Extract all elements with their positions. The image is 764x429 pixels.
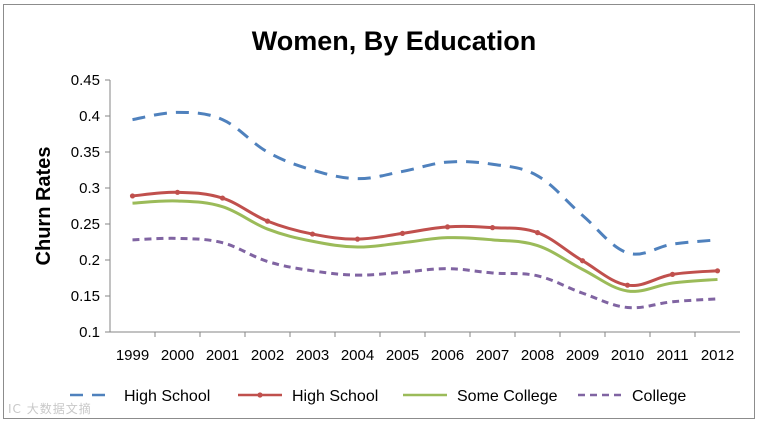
data-point — [534, 230, 541, 236]
data-point — [579, 258, 586, 264]
legend-marker — [257, 392, 263, 398]
x-tick-label: 2006 — [431, 347, 464, 364]
data-point — [174, 189, 181, 195]
y-tick-label: 0.3 — [79, 180, 100, 197]
data-point — [444, 224, 451, 230]
x-tick-label: 2007 — [476, 347, 509, 364]
data-point — [624, 282, 631, 288]
y-tick-labels: 0.1 0.15 0.2 0.25 0.3 0.35 0.4 0.45 — [71, 72, 100, 341]
y-tick-label: 0.35 — [71, 144, 100, 161]
x-tick-label: 2012 — [701, 347, 734, 364]
x-tick-label: 2004 — [341, 347, 374, 364]
data-point — [669, 271, 676, 277]
axes — [105, 79, 740, 337]
x-tick-label: 2005 — [386, 347, 419, 364]
chart-title: Women, By Education — [252, 26, 537, 56]
y-tick-label: 0.1 — [79, 324, 100, 341]
y-tick-label: 0.25 — [71, 216, 100, 233]
series-line-3 — [132, 236, 718, 310]
x-tick-label: 2011 — [656, 347, 688, 364]
y-tick-label: 0.2 — [79, 252, 100, 269]
data-point — [714, 268, 721, 274]
x-tick-label: 1999 — [116, 347, 149, 364]
data-point — [129, 193, 136, 199]
watermark-text: IC 大数据文摘 — [8, 402, 92, 416]
data-point — [489, 225, 496, 231]
x-tick-labels: 1999 2000 2001 2002 2003 2004 2005 2006 2007 2008… — [116, 347, 734, 364]
data-point — [309, 231, 316, 237]
series-line-0 — [132, 110, 718, 256]
y-tick-label: 0.4 — [79, 108, 100, 125]
y-tick-label: 0.45 — [71, 72, 100, 89]
data-point — [219, 195, 226, 201]
x-tick-label: 2001 — [206, 347, 239, 364]
y-axis-label: Churn Rates — [33, 147, 55, 266]
y-tick-label: 0.15 — [71, 288, 100, 305]
x-tick-label: 2002 — [251, 347, 284, 364]
series-line-2 — [132, 199, 718, 293]
legend-label: High School — [292, 388, 378, 405]
x-tick-label: 2003 — [296, 347, 329, 364]
x-tick-label: 2008 — [521, 347, 554, 364]
data-point — [354, 236, 361, 242]
series-line-1 — [132, 190, 718, 288]
legend-label: High School — [124, 388, 210, 405]
series-lines — [129, 110, 721, 310]
data-point — [264, 218, 271, 224]
x-tick-label: 2009 — [566, 347, 599, 364]
data-point — [399, 230, 406, 236]
legend: High School High School Some College Colleg… — [70, 388, 686, 405]
x-tick-label: 2000 — [161, 347, 194, 364]
legend-label: Some College — [457, 388, 558, 405]
x-tick-label: 2010 — [611, 347, 644, 364]
chart-frame — [3, 4, 755, 419]
legend-label: College — [632, 388, 686, 405]
